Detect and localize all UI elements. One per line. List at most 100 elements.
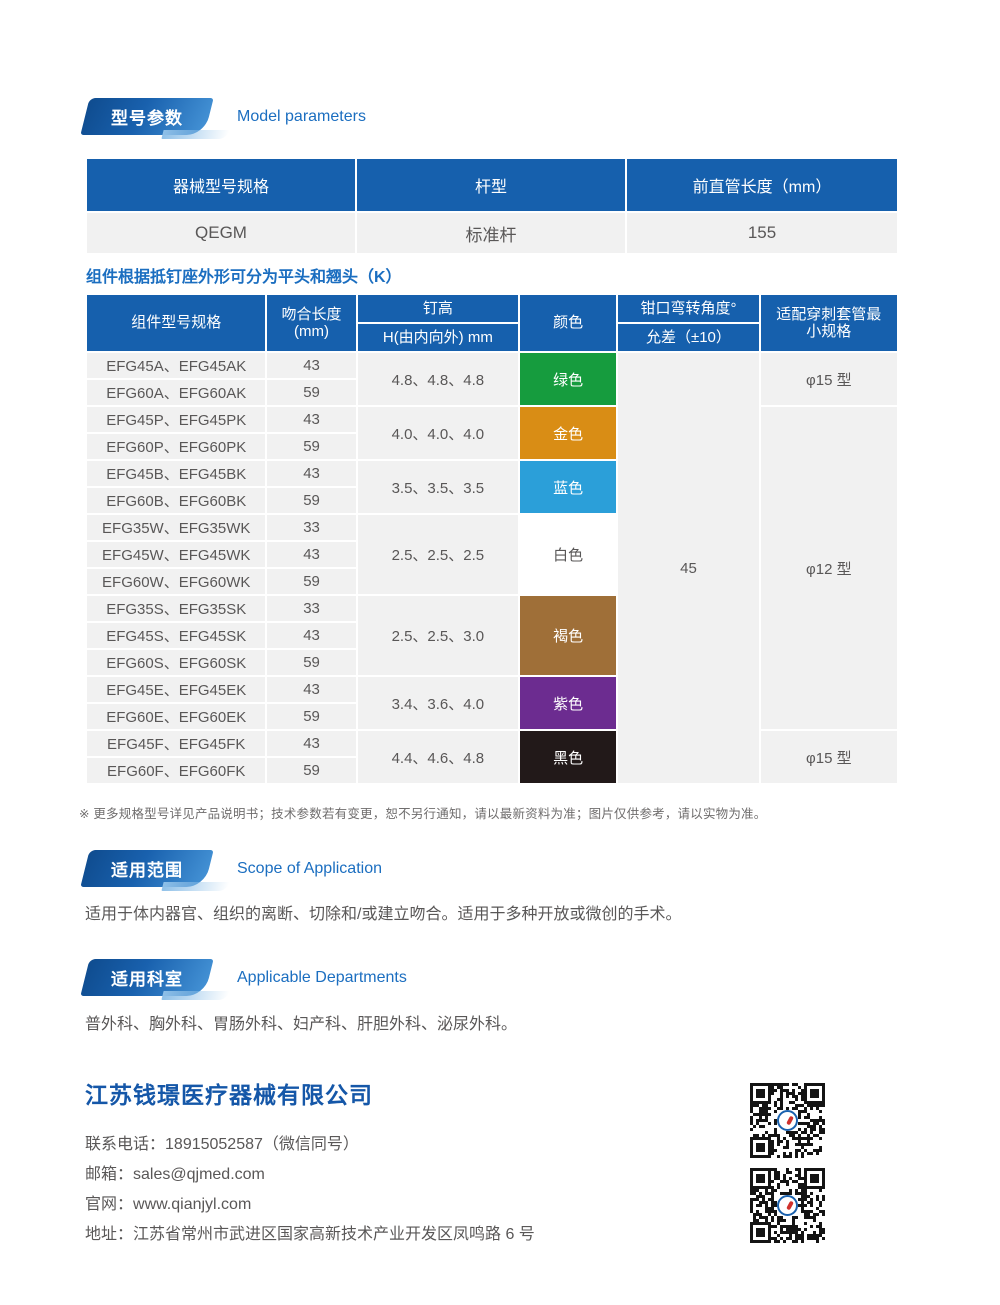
color-cell: 白色 — [520, 515, 617, 594]
scope-section-header: 适用范围 Scope of Application — [80, 850, 382, 887]
component-row: EFG60W、EFG60WK 59 — [87, 569, 897, 594]
section-badge-label: 型号参数 — [111, 109, 183, 128]
component-row: EFG45P、EFG45PK 43 4.0、4.0、4.0 金色 φ12 型 — [87, 407, 897, 729]
component-model-cell: EFG60A、EFG60AK — [87, 380, 266, 405]
contact-phone: 联系电话：18915052587（微信同号） — [85, 1130, 535, 1160]
col-header-staple-height: 钉高 — [357, 295, 519, 322]
col-subheader-staple-height: H(由内向外) mm — [357, 324, 519, 351]
website-label: 官网： — [85, 1196, 134, 1213]
contact-email: 邮箱：sales@qjmed.com — [85, 1160, 535, 1190]
section-badge: 适用科室 — [80, 959, 214, 996]
component-row: EFG60A、EFG60AK 59 — [87, 380, 897, 405]
color-cell: 绿色 — [520, 353, 617, 405]
staple-line-length-cell: 43 — [267, 623, 356, 648]
section-subtitle-en: Model parameters — [237, 107, 366, 125]
staple-height-cell: 2.5、2.5、2.5 — [357, 515, 519, 594]
website-qr-code-icon — [750, 1168, 825, 1243]
col-header-component-model: 组件型号规格 — [87, 295, 266, 351]
components-header-row-1: 组件型号规格 吻合长度 (mm) 钉高 颜色 钳口弯转角度° 适配穿刺套管最小规… — [87, 295, 897, 351]
staple-height-cell: 4.4、4.6、4.8 — [357, 731, 519, 783]
component-row: EFG45B、EFG45BK 43 3.5、3.5、3.5 蓝色 — [87, 461, 897, 513]
table-row: QEGM 标准杆 155 — [87, 213, 897, 253]
section-subtitle-en: Scope of Application — [237, 859, 382, 877]
col-header-shaft-type: 杆型 — [357, 159, 625, 211]
contact-website: 官网：www.qianjyl.com — [85, 1190, 535, 1220]
component-row: EFG45E、EFG45EK 43 3.4、3.6、4.0 紫色 — [87, 677, 897, 729]
departments-body-text: 普外科、胸外科、胃肠外科、妇产科、肝胆外科、泌尿外科。 — [85, 1016, 518, 1033]
length-header-line1: 吻合长度 — [281, 305, 342, 323]
staple-height-cell: 4.0、4.0、4.0 — [357, 407, 519, 459]
component-model-cell: EFG45E、EFG45EK — [87, 677, 266, 702]
staple-line-length-cell: 43 — [267, 731, 356, 756]
staple-line-length-cell: 59 — [267, 704, 356, 729]
front-tube-length-value: 155 — [627, 213, 897, 253]
staple-line-length-cell: 59 — [267, 434, 356, 459]
component-model-cell: EFG45S、EFG45SK — [87, 623, 266, 648]
length-header-line2: (mm) — [294, 323, 330, 340]
email-value: sales@qjmed.com — [133, 1166, 265, 1183]
staple-line-length-cell: 43 — [267, 677, 356, 702]
section-badge-label: 适用范围 — [111, 861, 183, 880]
component-model-cell: EFG45P、EFG45PK — [87, 407, 266, 432]
footnote: ※ 更多规格型号详见产品说明书；技术参数若有变更，恕不另行通知，请以最新资料为准… — [79, 807, 767, 821]
component-model-cell: EFG45A、EFG45AK — [87, 353, 266, 378]
staple-line-length-cell: 43 — [267, 461, 356, 486]
section-badge: 型号参数 — [80, 98, 214, 135]
col-subheader-angle-tolerance: 允差（±10） — [618, 324, 759, 351]
component-model-cell: EFG45B、EFG45BK — [87, 461, 266, 486]
staple-line-length-cell: 59 — [267, 650, 356, 675]
col-header-staple-line-length: 吻合长度 (mm) — [267, 295, 356, 351]
address-label: 地址： — [85, 1226, 134, 1243]
component-row: EFG35S、EFG35SK 33 2.5、2.5、3.0 褐色 — [87, 596, 897, 675]
trocar-size-cell: φ15 型 — [760, 731, 897, 783]
section-subtitle-en: Applicable Departments — [237, 968, 407, 986]
component-row: EFG60F、EFG60FK 59 — [87, 758, 897, 783]
staple-height-cell: 3.5、3.5、3.5 — [357, 461, 519, 513]
component-model-cell: EFG60W、EFG60WK — [87, 569, 266, 594]
phone-value: 18915052587（微信同号） — [165, 1136, 359, 1153]
staple-height-cell: 4.8、4.8、4.8 — [357, 353, 519, 405]
staple-line-length-cell: 43 — [267, 407, 356, 432]
phone-label: 联系电话： — [85, 1136, 166, 1153]
staple-height-cell: 3.4、3.6、4.0 — [357, 677, 519, 729]
color-cell: 黑色 — [520, 731, 617, 783]
component-row: EFG45F、EFG45FK 43 4.4、4.6、4.8 黑色 φ15 型 — [87, 731, 897, 783]
component-model-cell: EFG45F、EFG45FK — [87, 731, 266, 756]
components-header-row-2: H(由内向外) mm 允差（±10） — [87, 324, 897, 351]
email-label: 邮箱： — [85, 1166, 134, 1183]
model-parameters-section-header: 型号参数 Model parameters — [80, 98, 366, 135]
component-row: EFG60B、EFG60BK 59 — [87, 488, 897, 513]
trocar-size-cell: φ15 型 — [760, 353, 897, 405]
col-header-trocar-size: 适配穿刺套管最小规格 — [760, 295, 897, 351]
staple-line-length-cell: 59 — [267, 380, 356, 405]
component-model-cell: EFG60E、EFG60EK — [87, 704, 266, 729]
qr-center-logo — [777, 1195, 798, 1216]
component-row: EFG45A、EFG45AK 43 4.8、4.8、4.8 绿色 45 φ15 型 — [87, 353, 897, 783]
components-table: 组件型号规格 吻合长度 (mm) 钉高 颜色 钳口弯转角度° 适配穿刺套管最小规… — [85, 293, 899, 785]
component-row: EFG45W、EFG45WK 43 — [87, 542, 897, 567]
contact-info: 联系电话：18915052587（微信同号） 邮箱：sales@qjmed.co… — [85, 1130, 535, 1250]
col-header-front-tube-length: 前直管长度（mm） — [627, 159, 897, 211]
color-cell: 金色 — [520, 407, 617, 459]
component-model-cell: EFG45W、EFG45WK — [87, 542, 266, 567]
model-parameters-table: 器械型号规格 杆型 前直管长度（mm） QEGM 标准杆 155 — [85, 157, 899, 255]
wechat-qr-code-icon — [750, 1083, 825, 1158]
component-model-cell: EFG35S、EFG35SK — [87, 596, 266, 621]
component-row: EFG35W、EFG35WK 33 2.5、2.5、2.5 白色 — [87, 515, 897, 594]
component-model-cell: EFG60P、EFG60PK — [87, 434, 266, 459]
components-table-body: EFG45A、EFG45AK 43 4.8、4.8、4.8 绿色 45 φ15 型 EFG6… — [87, 353, 897, 783]
col-header-device-model: 器械型号规格 — [87, 159, 355, 211]
components-note-title: 组件根据抵钉座外形可分为平头和翘头（K） — [86, 269, 402, 286]
contact-address: 地址：江苏省常州市武进区国家高新技术产业开发区凤鸣路 6 号 — [85, 1220, 535, 1250]
jaw-angle-cell: 45 — [618, 353, 759, 783]
component-model-cell: EFG60B、EFG60BK — [87, 488, 266, 513]
col-header-jaw-angle: 钳口弯转角度° — [618, 295, 759, 322]
device-model-value: QEGM — [87, 213, 355, 253]
col-header-color: 颜色 — [520, 295, 617, 351]
component-row: EFG60P、EFG60PK 59 — [87, 434, 897, 459]
component-row: EFG45S、EFG45SK 43 — [87, 623, 897, 648]
staple-line-length-cell: 43 — [267, 353, 356, 378]
website-value: www.qianjyl.com — [133, 1196, 252, 1213]
staple-line-length-cell: 59 — [267, 758, 356, 783]
staple-line-length-cell: 33 — [267, 515, 356, 540]
